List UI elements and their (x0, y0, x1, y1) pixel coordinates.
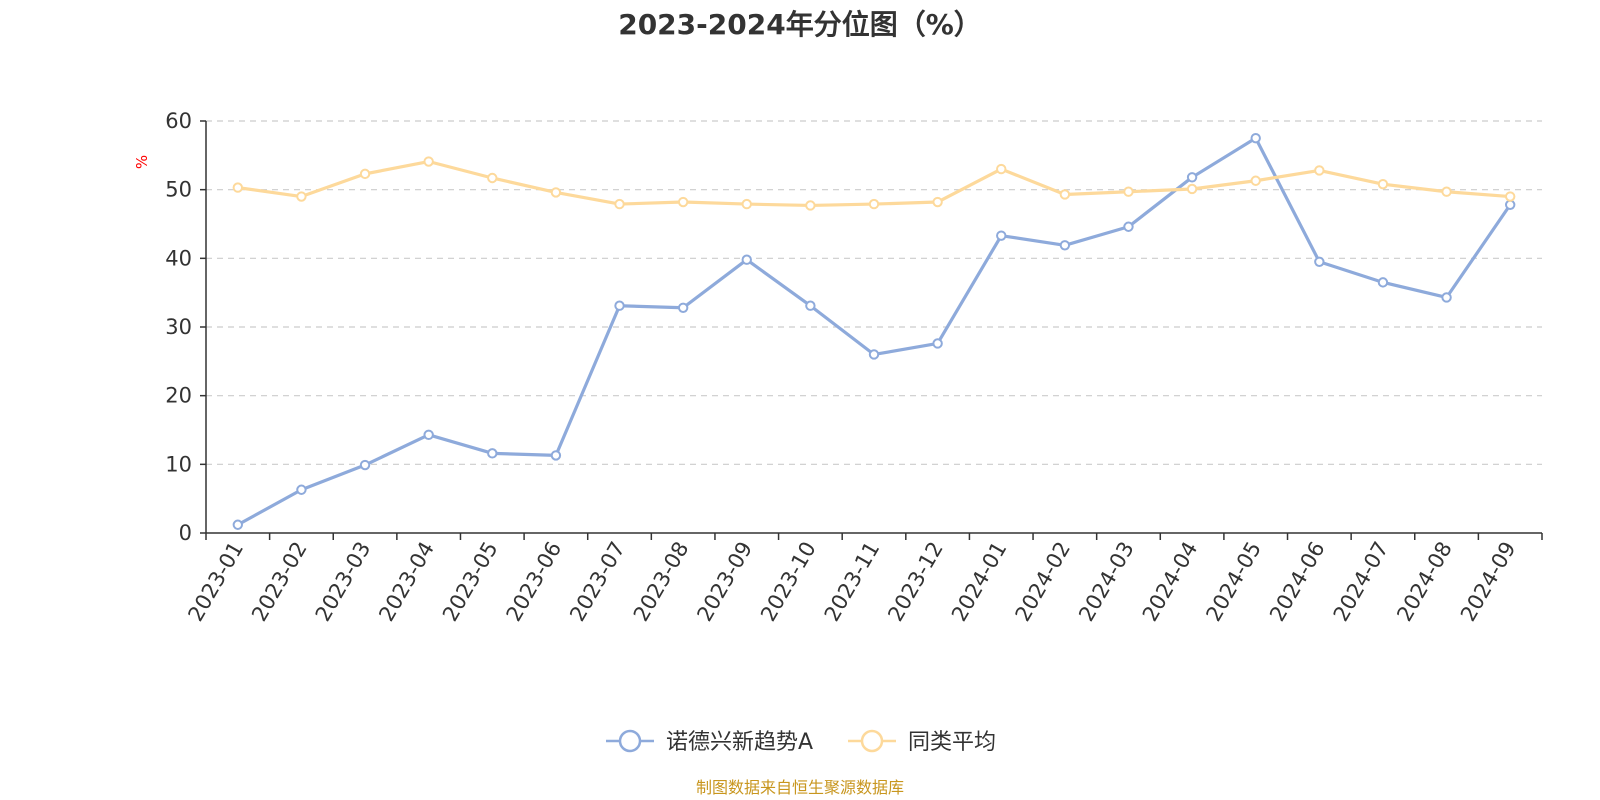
series-lines (232, 132, 1516, 530)
legend-marker-icon (860, 729, 884, 753)
data-point[interactable] (296, 191, 307, 202)
data-point[interactable] (614, 198, 625, 210)
axes: 01020304050602023-012023-022023-032023-0… (165, 109, 1543, 626)
x-tick-label: 2024-01 (947, 537, 1012, 625)
data-point[interactable] (1059, 189, 1071, 200)
data-point[interactable] (550, 450, 562, 461)
data-point[interactable] (741, 254, 752, 265)
data-point[interactable] (487, 448, 498, 459)
data-point[interactable] (677, 196, 689, 208)
series-1 (232, 132, 1516, 530)
data-point[interactable] (423, 429, 434, 441)
legend-marker-icon (618, 729, 642, 753)
data-point[interactable] (1314, 165, 1325, 176)
y-tick-label: 40 (165, 246, 192, 270)
x-tick-label: 2023-10 (756, 538, 821, 626)
x-tick-label: 2023-07 (565, 538, 630, 626)
x-tick-label: 2024-05 (1201, 538, 1266, 626)
gridlines (206, 120, 1542, 465)
data-point[interactable] (741, 198, 752, 210)
y-tick-label: 60 (165, 109, 192, 133)
series-2 (232, 156, 1516, 211)
chart-title: 2023-2024年分位图（%） (618, 8, 982, 41)
data-point[interactable] (1377, 178, 1389, 190)
x-tick-label: 2023-04 (374, 538, 439, 626)
data-point[interactable] (996, 163, 1007, 175)
data-point[interactable] (359, 168, 371, 180)
y-tick-label: 50 (165, 178, 192, 202)
data-point[interactable] (932, 338, 943, 349)
data-point[interactable] (1504, 191, 1516, 202)
legend-item-2[interactable]: 同类平均 (848, 729, 996, 755)
data-point[interactable] (1123, 221, 1134, 232)
x-tick-label: 2023-03 (311, 538, 376, 626)
x-tick-label: 2023-08 (629, 538, 694, 626)
x-tick-label: 2024-06 (1265, 538, 1330, 626)
data-point[interactable] (232, 519, 244, 530)
data-point[interactable] (550, 187, 562, 198)
x-tick-label: 2023-11 (820, 538, 885, 626)
x-tick-label: 2024-03 (1074, 538, 1139, 626)
y-tick-label: 10 (165, 452, 192, 476)
data-point[interactable] (1441, 292, 1452, 303)
data-point[interactable] (423, 156, 434, 167)
data-point[interactable] (677, 302, 689, 313)
data-source-note: 制图数据来自恒生聚源数据库 (696, 778, 904, 797)
x-tick-label: 2023-05 (438, 538, 503, 626)
data-point[interactable] (487, 172, 498, 184)
data-point[interactable] (296, 484, 307, 495)
data-point[interactable] (1059, 240, 1071, 251)
x-tick-label: 2023-09 (692, 538, 757, 626)
x-tick-label: 2024-07 (1329, 538, 1394, 626)
data-point[interactable] (868, 349, 880, 360)
y-axis-unit-label: % (133, 155, 151, 169)
data-point[interactable] (359, 459, 371, 471)
legend-item-1[interactable]: 诺德兴新趋势A (606, 729, 813, 755)
x-tick-label: 2024-08 (1392, 538, 1457, 626)
x-tick-label: 2023-02 (247, 538, 312, 626)
data-point[interactable] (932, 196, 943, 208)
data-point[interactable] (868, 198, 880, 210)
data-point[interactable] (1441, 186, 1452, 197)
data-point[interactable] (1377, 277, 1389, 288)
x-tick-label: 2023-06 (502, 538, 567, 626)
legend-label: 同类平均 (908, 730, 996, 755)
y-tick-label: 30 (165, 315, 192, 339)
data-point[interactable] (1250, 132, 1261, 144)
data-point[interactable] (1186, 183, 1198, 195)
series-line (237, 136, 1512, 527)
data-point[interactable] (805, 200, 816, 211)
x-tick-label: 2024-04 (1138, 538, 1203, 626)
data-point[interactable] (1314, 256, 1325, 267)
legend-label: 诺德兴新趋势A (666, 730, 813, 755)
data-point[interactable] (1250, 175, 1261, 186)
y-tick-label: 0 (179, 521, 192, 545)
x-tick-label: 2024-09 (1456, 538, 1521, 626)
x-tick-label: 2023-12 (883, 538, 948, 626)
data-point[interactable] (614, 300, 625, 311)
data-point[interactable] (805, 300, 816, 311)
data-point[interactable] (1186, 172, 1198, 183)
data-point[interactable] (996, 230, 1007, 241)
data-point[interactable] (1504, 199, 1516, 210)
data-point[interactable] (1123, 186, 1134, 197)
x-tick-label: 2024-02 (1011, 538, 1076, 626)
legend[interactable]: 诺德兴新趋势A 同类平均 (606, 729, 996, 755)
x-tick-label: 2023-01 (183, 538, 248, 626)
y-tick-label: 20 (165, 384, 192, 408)
data-point[interactable] (232, 182, 244, 193)
